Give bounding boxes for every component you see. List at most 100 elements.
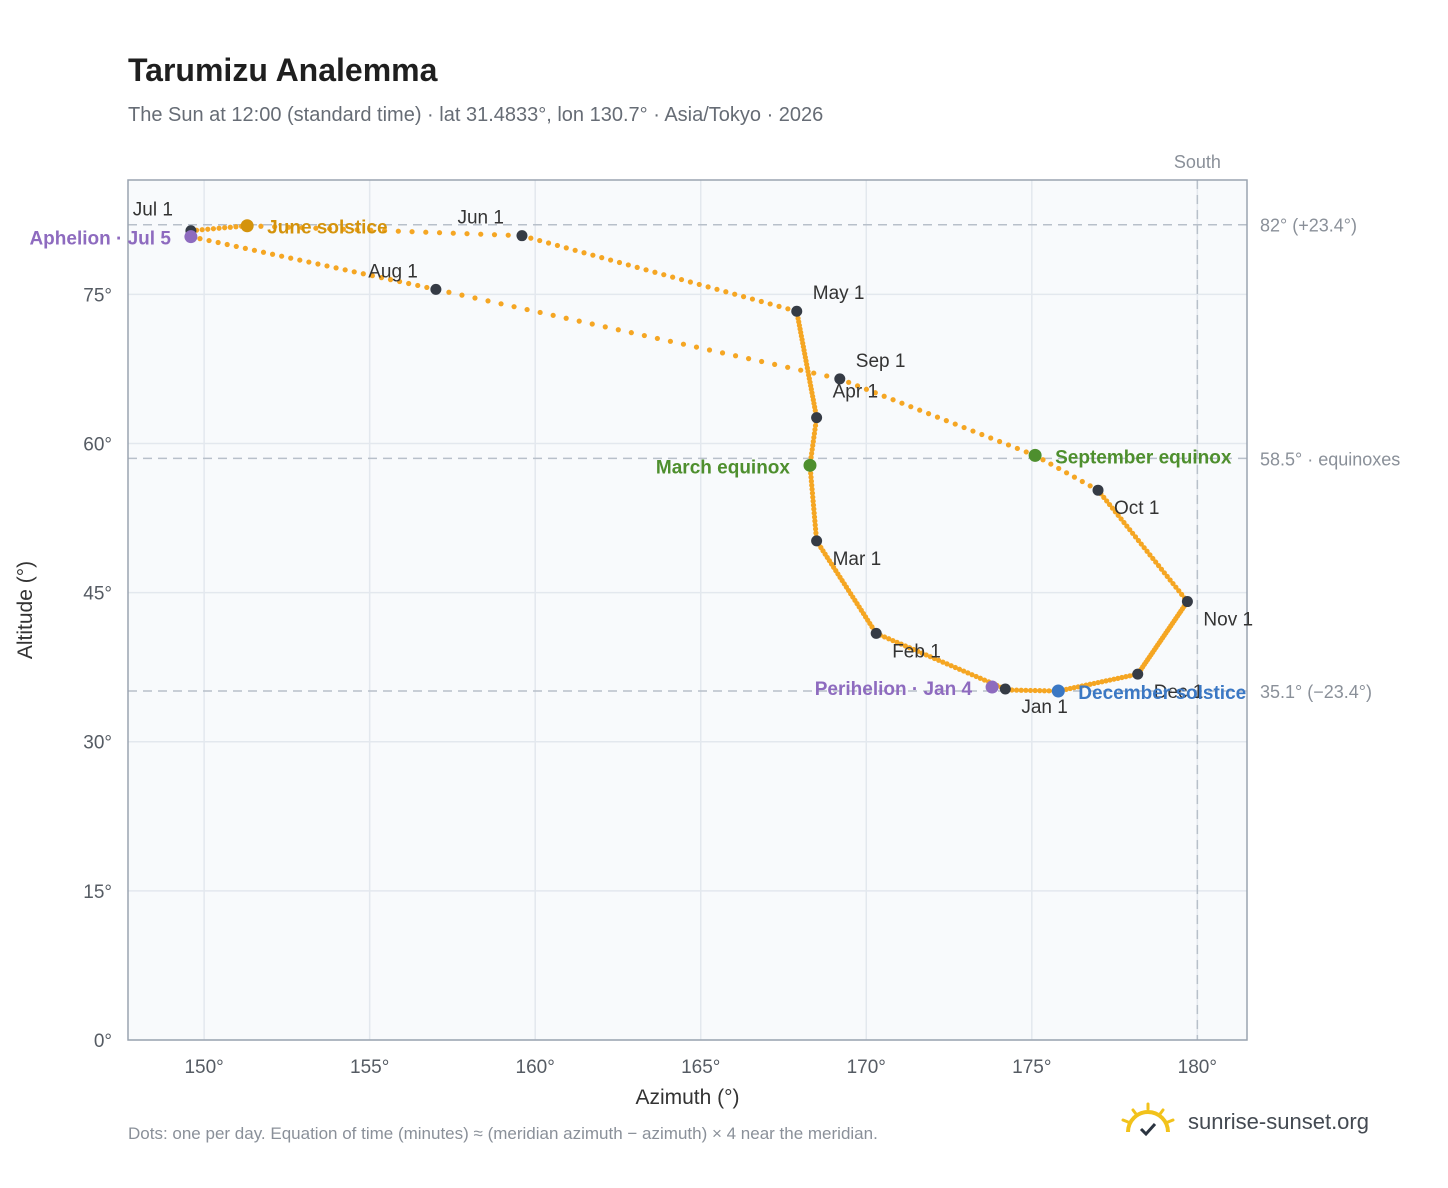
day-dot — [340, 226, 346, 232]
day-dot — [387, 277, 394, 283]
day-dot — [285, 224, 292, 230]
day-dot — [973, 673, 979, 680]
day-dot — [678, 276, 685, 283]
day-dot — [813, 530, 819, 536]
day-dot — [943, 418, 949, 424]
day-dot — [299, 225, 305, 231]
day-dot — [1135, 537, 1141, 544]
day-dot — [563, 315, 569, 321]
day-dot — [808, 478, 814, 484]
day-dot — [811, 510, 817, 516]
day-dot — [446, 289, 452, 295]
day-dot — [478, 231, 484, 237]
day-dot — [485, 298, 491, 304]
day-dot — [324, 263, 330, 269]
day-dot — [251, 247, 258, 253]
event-label: Perihelion · Jan 4 — [815, 679, 973, 700]
month-marker — [1092, 484, 1104, 496]
event-marker — [1028, 448, 1042, 462]
day-dot — [970, 428, 976, 434]
day-dot — [464, 231, 470, 237]
day-dot — [360, 271, 366, 277]
day-dot — [1101, 494, 1107, 500]
day-dot — [881, 393, 887, 399]
day-dot — [581, 250, 587, 256]
day-dot — [934, 414, 941, 420]
day-dot — [222, 225, 228, 231]
day-dot — [808, 454, 814, 460]
day-dot — [1176, 588, 1182, 594]
day-dot — [233, 243, 239, 250]
day-dot — [1167, 577, 1173, 583]
day-dot — [1071, 474, 1078, 480]
day-dot — [625, 262, 631, 268]
day-dot — [315, 261, 321, 267]
day-dot — [415, 282, 421, 289]
day-dot — [693, 344, 700, 350]
day-dot — [602, 324, 608, 330]
day-dot — [1046, 688, 1052, 694]
day-dot — [977, 675, 983, 681]
day-dot — [643, 267, 649, 273]
day-dot — [1141, 545, 1147, 551]
y-tick-label: 45° — [83, 584, 112, 605]
event-marker — [240, 219, 254, 233]
day-dot — [1095, 679, 1101, 686]
day-dot — [1014, 445, 1020, 452]
day-dot — [652, 269, 658, 275]
day-dot — [242, 245, 248, 251]
day-dot — [599, 255, 605, 261]
day-dot — [969, 672, 975, 678]
day-dot — [269, 251, 276, 257]
day-dot — [628, 330, 634, 336]
day-dot — [368, 227, 374, 233]
event-marker — [184, 230, 198, 244]
brand[interactable]: sunrise-sunset.org — [1120, 1102, 1369, 1142]
day-dot — [809, 446, 815, 453]
day-dot — [1109, 505, 1116, 511]
day-dot — [961, 668, 967, 674]
day-dot — [1123, 674, 1129, 680]
day-dot — [491, 232, 498, 238]
event-label: Aphelion · Jul 5 — [29, 229, 171, 250]
day-dot — [378, 275, 385, 281]
footnote: Dots: one per day. Equation of time (min… — [128, 1124, 878, 1143]
day-dot — [906, 645, 913, 651]
day-dot — [423, 229, 429, 235]
day-dot — [511, 304, 517, 310]
day-dot — [216, 225, 222, 231]
day-dot — [1164, 573, 1170, 580]
day-dot — [354, 227, 360, 233]
day-dot — [785, 306, 791, 312]
day-dot — [997, 438, 1003, 445]
month-marker-label: Aug 1 — [368, 261, 418, 282]
day-dot — [1138, 541, 1144, 547]
day-dot — [1161, 570, 1167, 576]
day-dot — [590, 252, 596, 258]
day-dot — [948, 663, 954, 669]
day-dot — [667, 338, 674, 344]
day-dot — [1153, 559, 1159, 565]
month-marker-label: Jul 1 — [133, 200, 173, 221]
plot-frame — [127, 179, 1248, 1041]
day-dot — [1018, 687, 1024, 693]
day-dot — [872, 390, 878, 396]
day-dot — [732, 353, 739, 359]
event-label: March equinox — [656, 457, 791, 478]
y-tick-label: 0° — [94, 1031, 112, 1052]
month-marker — [811, 412, 823, 424]
day-dot — [809, 482, 815, 488]
day-dot — [940, 659, 946, 665]
day-dot — [1104, 498, 1110, 504]
day-dot — [1023, 687, 1029, 693]
day-dot — [1111, 676, 1117, 682]
reference-line-label: 58.5° · equinoxes — [1260, 449, 1400, 469]
day-dot — [1087, 681, 1093, 687]
day-dot — [1127, 673, 1133, 679]
day-dot — [810, 494, 816, 500]
day-dot — [1115, 675, 1121, 681]
day-dot — [886, 636, 892, 642]
day-dot — [1091, 680, 1097, 687]
month-marker — [999, 683, 1011, 695]
day-dot — [1075, 684, 1081, 690]
